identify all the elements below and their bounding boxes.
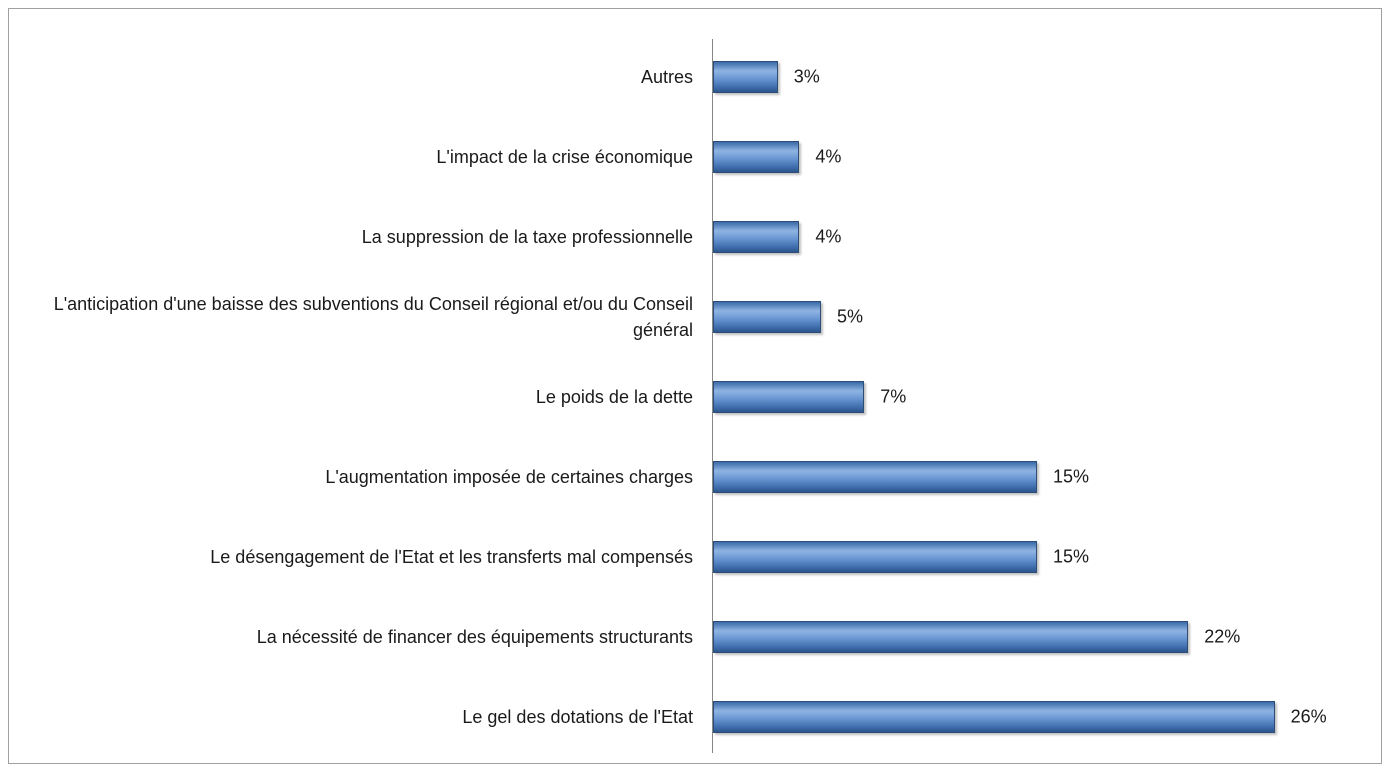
category-label: Le gel des dotations de l'Etat	[462, 707, 693, 727]
bar	[713, 701, 1275, 733]
category-axis	[712, 39, 713, 753]
category-label: Le poids de la dette	[535, 387, 693, 407]
data-label: 5%	[837, 306, 864, 327]
bar	[713, 541, 1037, 573]
data-label: 4%	[815, 226, 842, 247]
data-label: 15%	[1053, 466, 1090, 487]
category-label: L'augmentation imposée de certaines char…	[325, 467, 693, 487]
category-label: La nécessité de financer des équipements…	[256, 627, 693, 647]
category-label: L'anticipation d'une baisse des subventi…	[53, 294, 693, 340]
category-label: Le désengagement de l'Etat et les transf…	[210, 547, 693, 567]
bar	[713, 221, 800, 253]
bar	[713, 61, 778, 93]
category-label: Autres	[640, 67, 693, 87]
bar	[713, 301, 821, 333]
bar	[713, 461, 1037, 493]
bar	[713, 381, 865, 413]
data-label: 26%	[1290, 706, 1327, 727]
bar	[713, 621, 1189, 653]
data-label: 15%	[1053, 546, 1090, 567]
data-label: 7%	[880, 386, 907, 407]
category-label: L'impact de la crise économique	[436, 147, 693, 167]
chart: Autres 3% L'impact de la crise économique 4…	[8, 8, 1382, 764]
data-label: 3%	[793, 66, 820, 87]
category-label: La suppression de la taxe professionnell…	[361, 227, 693, 247]
data-label: 4%	[815, 146, 842, 167]
data-label: 22%	[1204, 626, 1241, 647]
bar	[713, 141, 800, 173]
